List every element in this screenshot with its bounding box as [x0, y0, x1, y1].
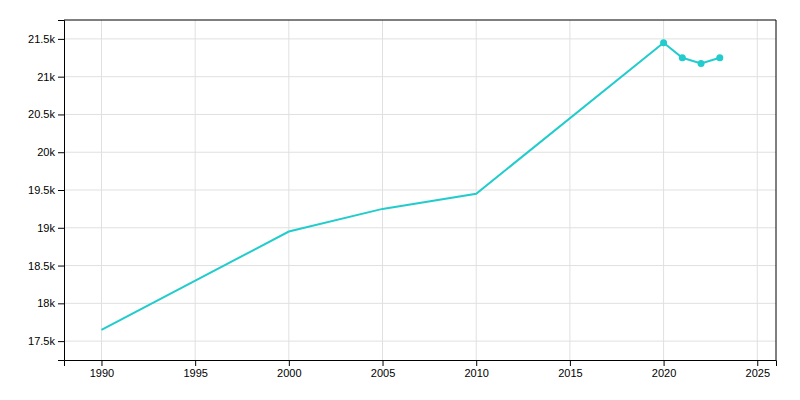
y-tick-label: 20.5k [28, 108, 55, 120]
grid-line-y [64, 227, 776, 228]
grid-line-y [64, 152, 776, 153]
x-tick-mark [570, 360, 571, 366]
x-tick-mark [476, 360, 477, 366]
y-tick-mark [58, 341, 64, 342]
y-tick-mark [58, 190, 64, 191]
point [660, 39, 667, 46]
x-tick-mark [101, 360, 102, 366]
y-tick: 20k [37, 146, 64, 158]
x-tick: 2020 [652, 360, 676, 379]
frame-right [776, 20, 777, 360]
x-tick-label: 2025 [746, 367, 770, 379]
y-tick: 19k [37, 222, 64, 234]
x-tick-mark [383, 360, 384, 366]
grid-line-y [64, 190, 776, 191]
grid-line-y [64, 341, 776, 342]
y-tick-label: 21k [37, 71, 55, 83]
x-tick-label: 1995 [183, 367, 207, 379]
y-tick-label: 18.5k [28, 260, 55, 272]
x-tick-label: 2020 [652, 367, 676, 379]
x-tick: 1990 [90, 360, 114, 379]
y-tick: 18.5k [28, 260, 64, 272]
y-axis: 17.5k 18k 18.5k 19k 19.5k 20k 20.5k 21k 21.5k [28, 21, 64, 361]
x-tick: 2005 [371, 360, 395, 379]
y-tick-label: 20k [37, 146, 55, 158]
point [716, 54, 723, 61]
grid-line-y [64, 76, 776, 77]
chart: 1990 1995 2000 2005 2010 2015 2020 2025 17.5k 18k… [0, 0, 800, 400]
y-tick-label: 19.5k [28, 184, 55, 196]
marks [101, 39, 723, 330]
x-tick: 2025 [746, 360, 770, 379]
y-tick: 21.5k [28, 33, 64, 45]
x-tick-mark [664, 360, 665, 366]
y-tick: 20.5k [28, 108, 64, 120]
x-tick-mark [757, 360, 758, 366]
grid-line-y [64, 38, 776, 39]
y-tick: 19.5k [28, 184, 64, 196]
x-tick-mark [195, 360, 196, 366]
plot: 1990 1995 2000 2005 2010 2015 2020 2025 17.5k 18k… [28, 20, 776, 379]
y-tick-mark [58, 114, 64, 115]
y-tick-mark [58, 266, 64, 267]
grid-line-y [64, 303, 776, 304]
x-axis: 1990 1995 2000 2005 2010 2015 2020 2025 [65, 360, 777, 379]
y-tick: 18k [37, 297, 64, 309]
grid-line-y [64, 265, 776, 266]
y-tick-mark [58, 228, 64, 229]
x-tick-mark [289, 360, 290, 366]
y-tick-label: 18k [37, 297, 55, 309]
x-tick-label: 2015 [558, 367, 582, 379]
y-axis-line [58, 21, 65, 361]
y-tick-mark [58, 39, 64, 40]
y-tick: 21k [37, 71, 64, 83]
point [698, 60, 705, 67]
y-tick-mark [58, 303, 64, 304]
y-tick-label: 21.5k [28, 33, 55, 45]
y-tick-label: 19k [37, 222, 55, 234]
x-tick-label: 2005 [371, 367, 395, 379]
y-tick: 17.5k [28, 335, 64, 347]
x-tick-label: 2000 [277, 367, 301, 379]
point [679, 54, 686, 61]
y-tick-mark [58, 77, 64, 78]
x-tick: 2010 [464, 360, 488, 379]
x-tick-label: 1990 [90, 367, 114, 379]
x-axis-line [65, 361, 777, 367]
y-tick-mark [58, 152, 64, 153]
line [101, 43, 719, 330]
x-tick: 2000 [277, 360, 301, 379]
x-tick: 1995 [183, 360, 207, 379]
x-tick-label: 2010 [464, 367, 488, 379]
y-tick-label: 17.5k [28, 335, 55, 347]
x-tick: 2015 [558, 360, 582, 379]
frame-top [64, 20, 776, 21]
grid [64, 20, 776, 360]
grid-line-y [64, 114, 776, 115]
